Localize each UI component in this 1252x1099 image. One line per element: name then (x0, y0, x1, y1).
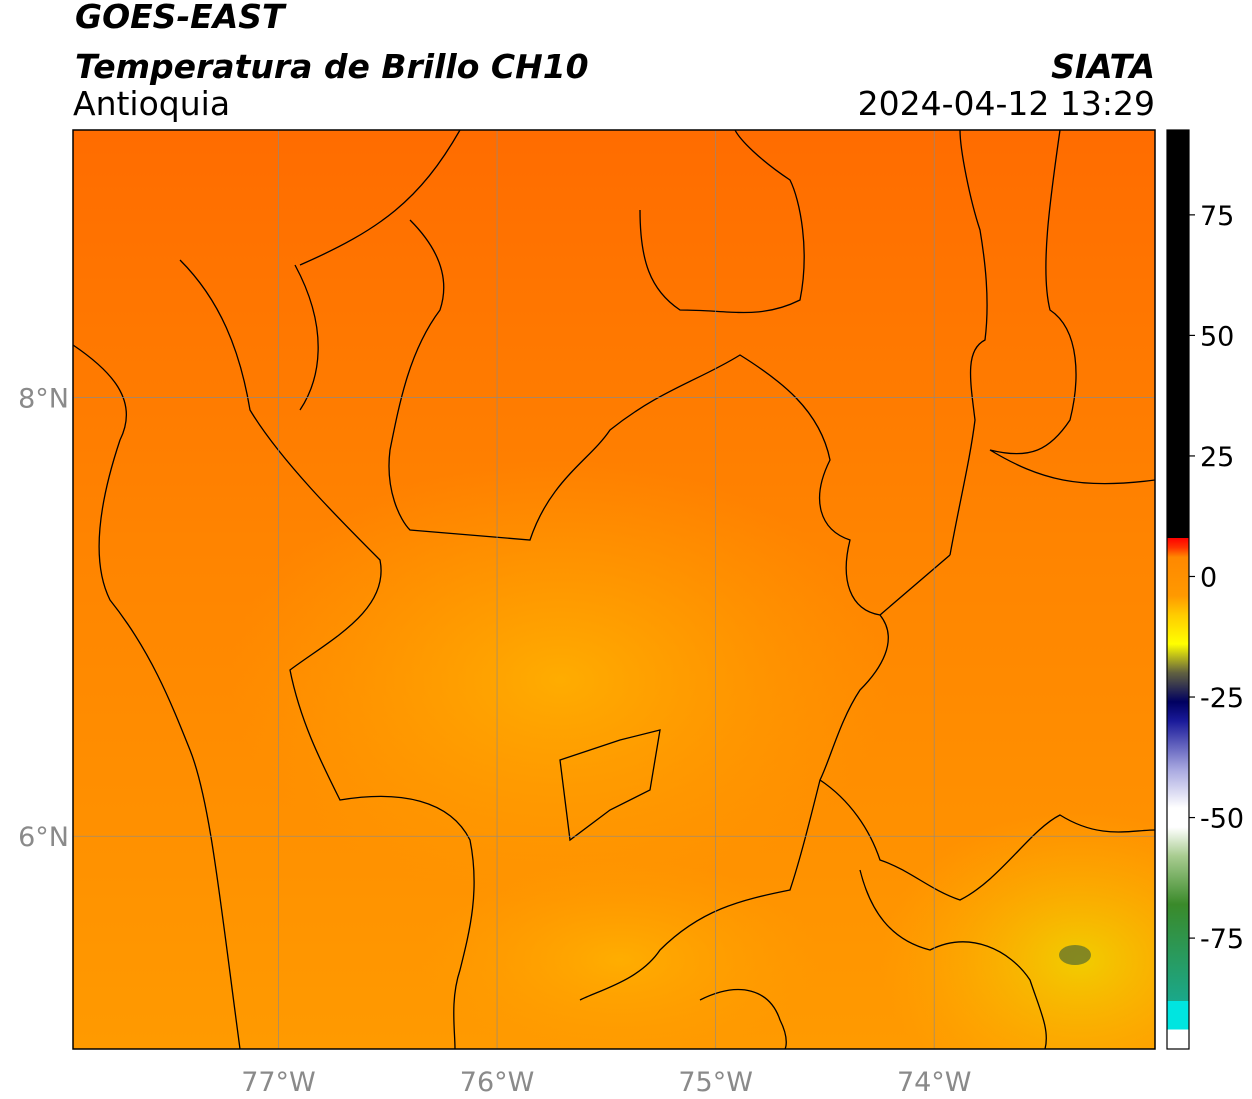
colorbar-tick-label: -50 (1200, 804, 1244, 835)
title: GOES-EAST (75, 0, 287, 36)
subtitle: Temperatura de Brillo CH10 (75, 47, 589, 86)
map-frame (72, 129, 1156, 1050)
colorbar (1166, 129, 1190, 1050)
x-tick-label: 77°W (241, 1067, 316, 1098)
y-tick-label: 6°N (18, 822, 69, 853)
source: SIATA (1051, 47, 1155, 86)
colorbar-tick-label: 75 (1200, 201, 1234, 232)
x-tick-label: 74°W (897, 1067, 972, 1098)
colorbar-tick-label: -25 (1200, 683, 1244, 714)
region: Antioquia (73, 84, 230, 123)
y-tick-label: 8°N (18, 384, 69, 415)
graticule (73, 130, 1155, 1049)
colorbar-tick-label: -75 (1200, 924, 1244, 955)
map-image (73, 130, 1155, 1049)
x-tick-label: 75°W (678, 1067, 753, 1098)
timestamp: 2024-04-12 13:29 (858, 84, 1155, 123)
x-tick-label: 76°W (460, 1067, 535, 1098)
colorbar-tick-label: 0 (1200, 562, 1217, 593)
colorbar-tick-label: 25 (1200, 442, 1234, 473)
colorbar-tick-label: 50 (1200, 321, 1234, 352)
